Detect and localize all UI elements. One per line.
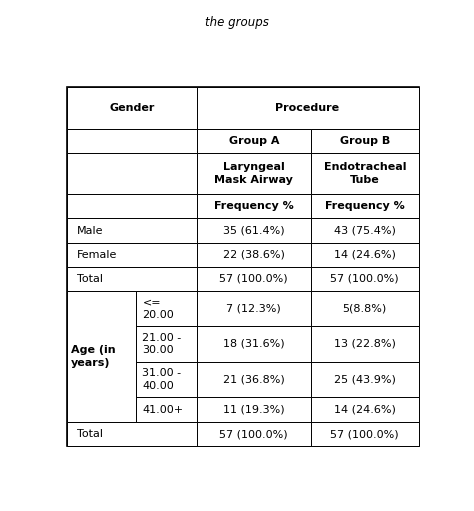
Text: Endotracheal
Tube: Endotracheal Tube — [324, 162, 406, 184]
Bar — [311, 291, 419, 326]
Text: 57 (100.0%): 57 (100.0%) — [219, 274, 288, 284]
Bar — [197, 362, 311, 397]
Text: 22 (38.6%): 22 (38.6%) — [223, 250, 285, 260]
Bar — [197, 218, 311, 243]
Text: 7 (12.3%): 7 (12.3%) — [227, 304, 281, 314]
Text: 21 (36.8%): 21 (36.8%) — [223, 375, 285, 384]
Bar — [67, 267, 197, 291]
Bar — [136, 326, 197, 362]
Bar — [197, 153, 311, 194]
Bar — [311, 267, 419, 291]
Text: Group B: Group B — [340, 136, 390, 146]
Text: Total: Total — [76, 429, 102, 439]
Bar — [136, 291, 197, 326]
Bar — [136, 362, 197, 397]
Bar — [197, 267, 311, 291]
Bar — [311, 153, 419, 194]
Text: Frequency %: Frequency % — [214, 201, 294, 211]
Text: 18 (31.6%): 18 (31.6%) — [223, 339, 284, 349]
Text: 25 (43.9%): 25 (43.9%) — [334, 375, 396, 384]
Bar — [311, 218, 419, 243]
Bar — [197, 194, 311, 218]
Text: 43 (75.4%): 43 (75.4%) — [334, 225, 396, 236]
Text: 41.00+: 41.00+ — [142, 405, 183, 414]
Bar — [311, 129, 419, 153]
Bar — [197, 422, 311, 446]
Text: Gender: Gender — [109, 103, 155, 113]
Bar — [67, 243, 197, 267]
Bar — [197, 397, 311, 422]
Text: 14 (24.6%): 14 (24.6%) — [334, 250, 396, 260]
Text: Female: Female — [76, 250, 117, 260]
Text: 31.00 -
40.00: 31.00 - 40.00 — [142, 368, 182, 390]
Text: 5(8.8%): 5(8.8%) — [343, 304, 387, 314]
Bar — [197, 129, 311, 153]
Bar — [67, 194, 197, 218]
Text: Frequency %: Frequency % — [325, 201, 405, 211]
Bar — [197, 87, 419, 129]
Text: Procedure: Procedure — [275, 103, 339, 113]
Bar — [311, 326, 419, 362]
Text: 14 (24.6%): 14 (24.6%) — [334, 405, 396, 414]
Bar — [67, 422, 197, 446]
Bar — [197, 326, 311, 362]
Text: 13 (22.8%): 13 (22.8%) — [334, 339, 396, 349]
Text: 57 (100.0%): 57 (100.0%) — [219, 429, 288, 439]
Bar — [311, 243, 419, 267]
Text: 57 (100.0%): 57 (100.0%) — [330, 274, 399, 284]
Bar — [67, 291, 136, 422]
Bar — [67, 218, 197, 243]
Bar — [67, 129, 197, 153]
Bar — [136, 397, 197, 422]
Text: the groups: the groups — [205, 16, 269, 29]
Text: Laryngeal
Mask Airway: Laryngeal Mask Airway — [214, 162, 293, 184]
Bar — [67, 87, 197, 129]
Text: 35 (61.4%): 35 (61.4%) — [223, 225, 284, 236]
Bar — [197, 291, 311, 326]
Bar — [311, 362, 419, 397]
Text: 11 (19.3%): 11 (19.3%) — [223, 405, 284, 414]
Text: Male: Male — [76, 225, 103, 236]
Bar — [197, 243, 311, 267]
Bar — [311, 397, 419, 422]
Text: 21.00 -
30.00: 21.00 - 30.00 — [142, 333, 182, 355]
Bar — [67, 153, 197, 194]
Text: Age (in
years): Age (in years) — [71, 345, 116, 367]
Text: <=
20.00: <= 20.00 — [142, 297, 174, 320]
Bar — [311, 194, 419, 218]
Bar — [311, 422, 419, 446]
Text: 57 (100.0%): 57 (100.0%) — [330, 429, 399, 439]
Text: Group A: Group A — [228, 136, 279, 146]
Text: Total: Total — [76, 274, 102, 284]
